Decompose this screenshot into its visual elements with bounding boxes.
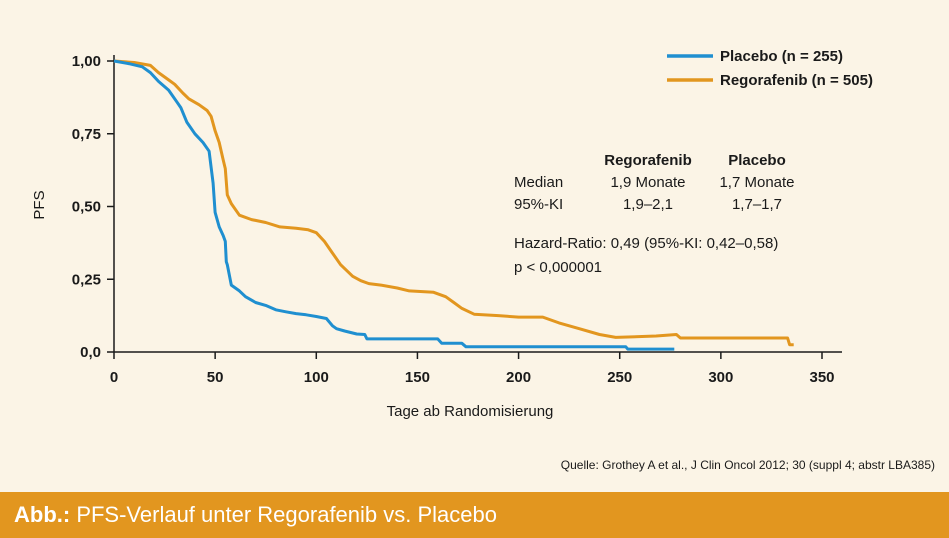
stats-ci-placebo: 1,7–1,7 [732, 196, 782, 213]
y-tick-label: 0,50 [72, 199, 101, 216]
x-axis-title: Tage ab Randomisierung [387, 403, 554, 420]
source-citation: Quelle: Grothey A et al., J Clin Oncol 2… [561, 458, 935, 472]
y-axis-title: PFS [31, 190, 48, 219]
x-ticks: 0 50 100 150 200 250 300 350 [110, 352, 835, 386]
placebo-curve [113, 59, 675, 351]
caption-text: PFS-Verlauf unter Regorafenib vs. Placeb… [70, 502, 497, 527]
stats-header-regorafenib: Regorafenib [604, 152, 692, 169]
y-tick-label: 0,0 [80, 344, 101, 361]
stats-header-placebo: Placebo [728, 152, 786, 169]
legend: Placebo (n = 255) Regorafenib (n = 505) [667, 48, 873, 89]
y-ticks: 0,0 0,25 0,50 0,75 1,00 [72, 53, 114, 361]
p-value-text: p < 0,000001 [514, 259, 602, 276]
caption-bar: Abb.: PFS-Verlauf unter Regorafenib vs. … [0, 492, 949, 538]
stats-median-placebo: 1,7 Monate [719, 174, 794, 191]
caption-prefix: Abb.: [14, 502, 71, 527]
x-tick-label: 50 [207, 369, 224, 386]
series-lines [113, 59, 794, 351]
y-tick-label: 0,75 [72, 126, 101, 143]
legend-label-regorafenib: Regorafenib (n = 505) [720, 72, 873, 89]
stats-row-label-ci: 95%-KI [514, 196, 563, 213]
x-tick-label: 100 [304, 369, 329, 386]
stats-ci-regorafenib: 1,9–2,1 [623, 196, 673, 213]
x-tick-label: 250 [607, 369, 632, 386]
legend-label-placebo: Placebo (n = 255) [720, 48, 843, 65]
x-tick-label: 0 [110, 369, 118, 386]
stats-row-label-median: Median [514, 174, 563, 191]
stats-table: Regorafenib Placebo Median 1,9 Monate 1,… [514, 152, 795, 276]
regorafenib-curve [113, 59, 794, 347]
pfs-chart: 0,0 0,25 0,50 0,75 1,00 0 50 100 150 200 250 300 35… [31, 48, 935, 472]
hazard-ratio-text: Hazard-Ratio: 0,49 (95%-KI: 0,42–0,58) [514, 235, 778, 252]
x-tick-label: 350 [809, 369, 834, 386]
x-tick-label: 200 [506, 369, 531, 386]
y-tick-label: 0,25 [72, 271, 101, 288]
y-tick-label: 1,00 [72, 53, 101, 70]
figure-caption: Abb.: PFS-Verlauf unter Regorafenib vs. … [14, 502, 497, 528]
x-tick-label: 300 [708, 369, 733, 386]
stats-median-regorafenib: 1,9 Monate [610, 174, 685, 191]
x-tick-label: 150 [405, 369, 430, 386]
